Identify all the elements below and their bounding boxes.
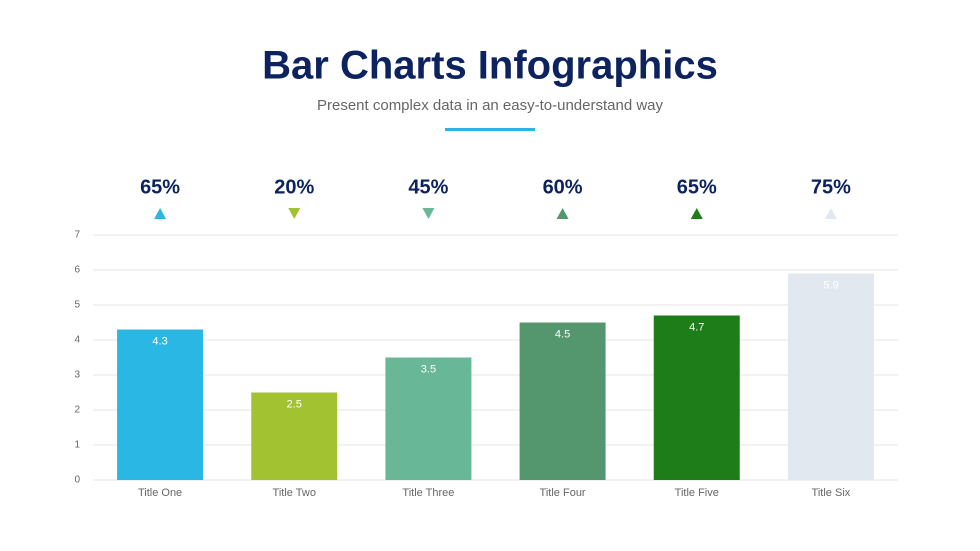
bar (251, 392, 338, 480)
indicator-label: 45% (408, 176, 448, 198)
indicator-label: 65% (140, 176, 180, 198)
bar (787, 273, 874, 480)
data-label: 5.9 (823, 279, 838, 291)
y-tick-label: 0 (74, 475, 80, 486)
bar (653, 315, 740, 480)
x-tick-label: Title One (138, 487, 182, 499)
x-tick-label: Title Four (540, 487, 586, 499)
data-label: 3.5 (421, 363, 436, 375)
data-label: 4.7 (689, 321, 704, 333)
bar (385, 357, 472, 480)
y-tick-label: 2 (74, 405, 80, 416)
arrow-down (422, 208, 435, 219)
arrow-down (288, 208, 301, 219)
x-tick-label: Title Five (675, 487, 719, 499)
y-tick-label: 4 (74, 335, 80, 346)
arrow-up (154, 208, 167, 219)
chart-title: Bar Charts Infographics (262, 44, 718, 88)
data-label: 4.5 (555, 328, 570, 340)
bar (117, 329, 204, 480)
bar (519, 322, 606, 480)
arrow-up (556, 208, 569, 219)
indicator-label: 75% (811, 176, 851, 198)
title-underline (445, 128, 535, 131)
arrow-up (824, 208, 837, 219)
x-tick-label: Title Two (273, 487, 316, 499)
indicator-label: 65% (677, 176, 717, 198)
chart-subtitle: Present complex data in an easy-to-under… (317, 97, 664, 114)
y-tick-label: 1 (74, 440, 80, 451)
x-tick-label: Title Six (812, 487, 851, 499)
indicator-label: 60% (543, 176, 583, 198)
arrow-up (690, 208, 703, 219)
data-label: 4.3 (152, 335, 167, 347)
y-tick-label: 6 (74, 265, 80, 276)
indicator-label: 20% (274, 176, 314, 198)
y-tick-label: 7 (74, 230, 80, 241)
data-label: 2.5 (287, 398, 302, 410)
y-tick-label: 3 (74, 370, 80, 381)
y-tick-label: 5 (74, 300, 80, 311)
x-tick-label: Title Three (402, 487, 454, 499)
